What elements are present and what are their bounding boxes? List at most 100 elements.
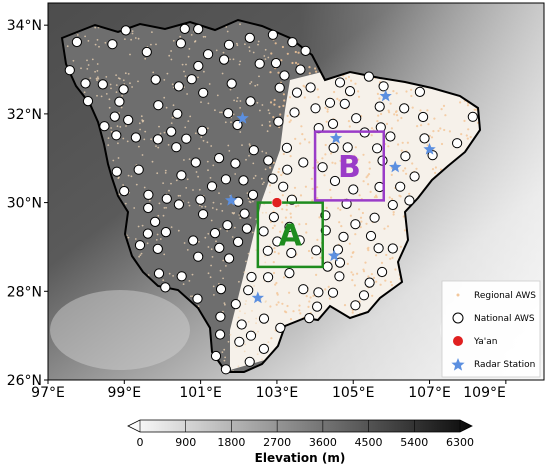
lon-tick-label: 109°E xyxy=(463,385,506,401)
national-aws-station xyxy=(236,319,247,330)
national-aws-station xyxy=(198,87,209,98)
national-aws-station xyxy=(215,311,226,322)
national-aws-station xyxy=(287,37,298,48)
national-aws-station xyxy=(274,82,285,93)
national-aws-station xyxy=(160,227,171,238)
national-aws-station xyxy=(327,287,339,298)
national-aws-station xyxy=(324,97,336,108)
colorbar-tick-label: 0 xyxy=(137,436,144,449)
colorbar-tick-label: 4500 xyxy=(355,436,383,449)
colorbar-bar xyxy=(127,419,473,433)
national-aws-station xyxy=(258,343,269,354)
lat-tick-label: 34°N xyxy=(7,18,42,34)
national-aws-station xyxy=(109,111,120,122)
national-aws-station xyxy=(372,143,383,154)
national-aws-station xyxy=(244,356,255,367)
national-aws-station xyxy=(272,236,283,247)
national-aws-station xyxy=(404,195,415,206)
national-aws-station xyxy=(114,96,125,107)
national-aws-station xyxy=(173,199,184,210)
national-aws-swatch xyxy=(452,312,464,324)
national-aws-station xyxy=(181,133,192,144)
national-aws-station xyxy=(150,216,161,227)
national-aws-station xyxy=(348,184,359,195)
national-aws-station xyxy=(334,77,346,88)
national-aws-station xyxy=(385,131,396,142)
lon-tick-label: 97°E xyxy=(31,385,65,401)
yaan-swatch xyxy=(453,336,463,346)
national-aws-station xyxy=(118,84,129,95)
national-aws-station xyxy=(298,157,309,168)
national-aws-station xyxy=(358,290,370,301)
national-aws-station xyxy=(219,54,230,65)
radar-station-layer xyxy=(225,89,436,304)
national-aws-station xyxy=(387,243,398,254)
national-aws-station xyxy=(179,23,190,34)
national-aws-station xyxy=(374,101,385,112)
radar-station-marker xyxy=(389,160,402,173)
national-aws-station xyxy=(64,65,75,76)
national-aws-station xyxy=(267,173,278,184)
national-aws-station xyxy=(414,86,425,98)
elevation-colorbar: 0 900 1800 2700 3600 4500 5400 6300 Elevation (… xyxy=(127,419,474,465)
national-aws-station xyxy=(234,336,245,347)
national-aws-station xyxy=(175,38,186,49)
radar-station-marker xyxy=(236,111,249,124)
national-aws-station xyxy=(230,299,241,310)
national-aws-station xyxy=(233,236,244,247)
national-aws-station xyxy=(161,193,172,204)
latitude-axis: 26°N 28°N 30°N 32°N 34°N xyxy=(7,18,48,389)
sichuan-basin-region xyxy=(230,70,480,370)
national-aws-station xyxy=(254,58,265,69)
national-aws-station xyxy=(313,287,324,298)
national-aws-station xyxy=(298,284,309,295)
national-aws-station xyxy=(134,240,146,251)
national-aws-station xyxy=(279,70,290,81)
lat-tick-label: 32°N xyxy=(7,107,42,123)
national-aws-station xyxy=(206,181,218,192)
national-aws-station xyxy=(152,243,163,254)
national-aws-station xyxy=(284,221,295,232)
national-aws-station xyxy=(193,251,204,262)
colorbar-tick-label: 6300 xyxy=(446,436,474,449)
national-aws-station xyxy=(176,170,187,181)
national-aws-station xyxy=(258,226,269,237)
national-aws-station xyxy=(245,96,256,107)
national-aws-station xyxy=(300,45,311,57)
national-aws-layer xyxy=(64,23,478,375)
national-aws-station xyxy=(223,39,235,50)
national-aws-station xyxy=(344,86,356,97)
national-aws-station xyxy=(243,285,254,296)
national-aws-station xyxy=(289,107,300,118)
national-aws-station xyxy=(220,364,231,375)
national-aws-station xyxy=(111,166,122,177)
national-aws-station xyxy=(203,49,214,60)
legend-label-radar-station: Radar Station xyxy=(474,360,535,370)
study-box-a xyxy=(256,201,324,269)
lon-tick-label: 99°E xyxy=(107,385,141,401)
national-aws-station xyxy=(195,194,206,205)
national-aws-station xyxy=(241,223,252,234)
map-frame xyxy=(47,2,545,381)
national-aws-station xyxy=(188,235,199,246)
national-aws-station xyxy=(214,153,225,164)
national-aws-station xyxy=(246,271,257,283)
national-aws-station xyxy=(107,39,118,50)
yaan-marker xyxy=(271,197,283,208)
national-aws-station xyxy=(160,282,171,293)
radar-station-marker xyxy=(423,142,436,155)
national-aws-station xyxy=(130,132,141,143)
national-aws-station xyxy=(244,32,255,44)
legend-label-national-aws: National AWS xyxy=(474,314,535,324)
colorbar-title: Elevation (m) xyxy=(255,451,346,465)
national-aws-station xyxy=(143,189,154,200)
national-aws-station xyxy=(378,81,389,92)
national-aws-station xyxy=(141,46,152,58)
national-aws-station xyxy=(317,162,328,173)
national-aws-station xyxy=(258,313,270,324)
study-box-b xyxy=(313,130,386,202)
national-aws-station xyxy=(193,24,204,35)
national-aws-station xyxy=(427,150,438,161)
national-aws-station xyxy=(312,301,323,312)
radar-station-marker xyxy=(251,291,264,304)
